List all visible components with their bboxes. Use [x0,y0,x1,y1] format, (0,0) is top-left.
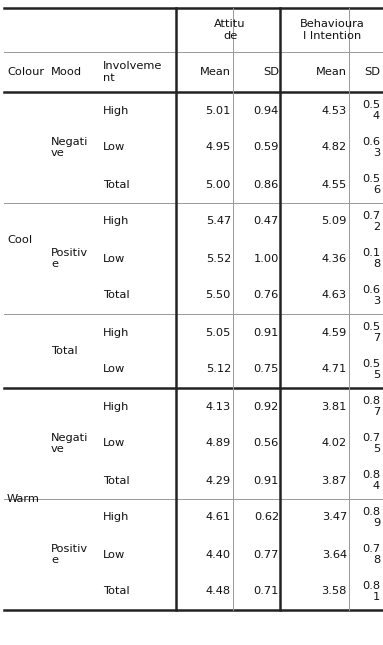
Text: Total: Total [103,179,129,190]
Text: 0.47: 0.47 [254,217,279,226]
Text: 0.8
9: 0.8 9 [362,507,380,528]
Text: Behavioura
l Intention: Behavioura l Intention [300,19,365,41]
Text: 0.59: 0.59 [254,143,279,152]
Text: 4.89: 4.89 [206,439,231,448]
Text: 4.36: 4.36 [322,253,347,264]
Text: Mean: Mean [316,67,347,77]
Text: 0.8
4: 0.8 4 [362,470,380,491]
Text: High: High [103,513,129,522]
Text: 3.81: 3.81 [322,401,347,412]
Text: High: High [103,401,129,412]
Text: 0.94: 0.94 [254,106,279,115]
Text: 4.29: 4.29 [206,475,231,486]
Text: 1.00: 1.00 [254,253,279,264]
Text: Negati
ve: Negati ve [51,137,88,158]
Text: 5.09: 5.09 [322,217,347,226]
Text: 0.91: 0.91 [254,328,279,337]
Text: Positiv
e: Positiv e [51,544,88,565]
Text: 3.87: 3.87 [322,475,347,486]
Text: Attitu
de: Attitu de [214,19,246,41]
Text: High: High [103,106,129,115]
Text: Total: Total [103,586,129,597]
Text: Low: Low [103,439,125,448]
Text: 3.58: 3.58 [322,586,347,597]
Text: Colour: Colour [7,67,44,77]
Text: Total: Total [103,475,129,486]
Text: Mood: Mood [51,67,82,77]
Text: 0.6
3: 0.6 3 [362,137,380,158]
Text: Cool: Cool [7,235,32,245]
Text: 3.47: 3.47 [322,513,347,522]
Text: 0.1
8: 0.1 8 [362,248,380,270]
Text: High: High [103,328,129,337]
Text: SD: SD [263,67,279,77]
Text: 4.53: 4.53 [322,106,347,115]
Text: 0.56: 0.56 [254,439,279,448]
Text: 0.7
5: 0.7 5 [362,433,380,454]
Text: 4.61: 4.61 [206,513,231,522]
Text: 4.48: 4.48 [206,586,231,597]
Text: 0.5
5: 0.5 5 [362,359,380,381]
Text: 0.77: 0.77 [254,550,279,559]
Text: 5.00: 5.00 [206,179,231,190]
Text: 4.71: 4.71 [322,364,347,375]
Text: 0.71: 0.71 [254,586,279,597]
Text: 0.7
8: 0.7 8 [362,544,380,565]
Text: 0.62: 0.62 [254,513,279,522]
Text: 4.40: 4.40 [206,550,231,559]
Text: 5.05: 5.05 [206,328,231,337]
Text: 0.7
2: 0.7 2 [362,211,380,232]
Text: Warm: Warm [7,494,40,504]
Text: 0.8
7: 0.8 7 [362,395,380,417]
Text: 4.59: 4.59 [322,328,347,337]
Text: 3.64: 3.64 [322,550,347,559]
Text: 5.50: 5.50 [206,290,231,301]
Text: 0.6
3: 0.6 3 [362,284,380,306]
Text: Involveme
nt: Involveme nt [103,61,162,83]
Text: 0.92: 0.92 [254,401,279,412]
Text: 4.55: 4.55 [322,179,347,190]
Text: 4.02: 4.02 [322,439,347,448]
Text: 0.5
4: 0.5 4 [362,100,380,121]
Text: 4.13: 4.13 [206,401,231,412]
Text: High: High [103,217,129,226]
Text: Total: Total [51,346,78,356]
Text: Negati
ve: Negati ve [51,433,88,454]
Text: 4.63: 4.63 [322,290,347,301]
Text: 4.82: 4.82 [322,143,347,152]
Text: 5.52: 5.52 [206,253,231,264]
Text: Low: Low [103,550,125,559]
Text: Low: Low [103,253,125,264]
Text: 5.47: 5.47 [206,217,231,226]
Text: 0.75: 0.75 [254,364,279,375]
Text: Low: Low [103,364,125,375]
Text: 0.5
6: 0.5 6 [362,174,380,195]
Text: 4.95: 4.95 [206,143,231,152]
Text: Total: Total [103,290,129,301]
Text: 0.91: 0.91 [254,475,279,486]
Text: 0.5
7: 0.5 7 [362,322,380,343]
Text: 5.01: 5.01 [206,106,231,115]
Text: 5.12: 5.12 [206,364,231,375]
Text: Positiv
e: Positiv e [51,248,88,270]
Text: Low: Low [103,143,125,152]
Text: 0.8
1: 0.8 1 [362,580,380,602]
Text: 0.76: 0.76 [254,290,279,301]
Text: Mean: Mean [200,67,231,77]
Text: 0.86: 0.86 [254,179,279,190]
Text: SD: SD [364,67,380,77]
